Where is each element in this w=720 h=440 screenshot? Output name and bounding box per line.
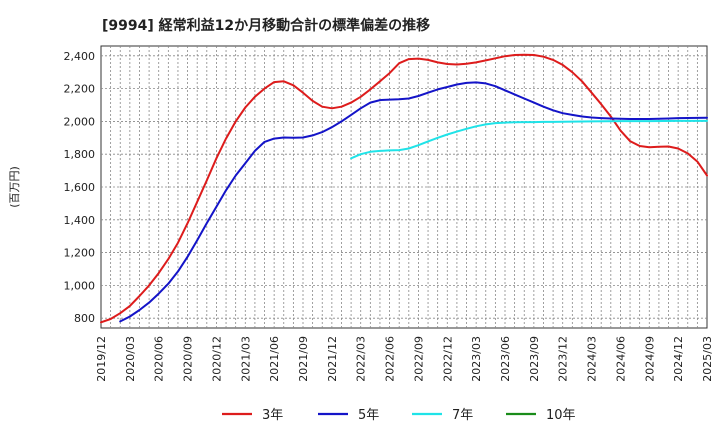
- y-tick-label: 1,800: [64, 148, 96, 161]
- legend: 3年 5年 7年 10年: [222, 408, 576, 423]
- series-line-1: [100, 53, 708, 324]
- legend-label: 7年: [452, 408, 473, 423]
- x-tick-label: 2023/12: [557, 336, 570, 382]
- x-tick-label: 2022/09: [412, 336, 425, 382]
- y-tick-label: 800: [74, 312, 95, 325]
- legend-label: 5年: [358, 408, 379, 423]
- x-tick-label: 2021/12: [326, 336, 339, 382]
- x-tick-label: 2021/09: [297, 336, 310, 382]
- x-tick-label: 2022/03: [355, 336, 368, 382]
- series-line-2: [119, 81, 708, 323]
- x-tick-label: 2019/12: [95, 336, 108, 382]
- y-tick-label: 2,200: [64, 83, 96, 96]
- x-tick-label: 2024/12: [672, 336, 685, 382]
- x-tick-label: 2024/09: [643, 336, 656, 382]
- legend-label: 10年: [546, 408, 576, 423]
- y-tick-label: 1,200: [64, 247, 96, 260]
- x-tick-label: 2021/03: [239, 336, 252, 382]
- y-tick-label: 2,000: [64, 115, 96, 128]
- x-tick-label: 2022/12: [441, 336, 454, 382]
- x-tick-label: 2022/06: [384, 336, 397, 382]
- legend-label: 3年: [262, 408, 283, 423]
- chart-title: [9994] 経常利益12か月移動合計の標準偏差の推移: [102, 17, 430, 34]
- gridlines: [101, 46, 707, 328]
- series-lines: [100, 53, 708, 324]
- x-tick-label: 2024/03: [586, 336, 599, 382]
- y-tick-label: 1,000: [64, 279, 96, 292]
- y-axis-ticks: 800 1,000 1,200 1,400 1,600 1,800 2,000 2,200 2,…: [64, 50, 96, 325]
- x-tick-label: 2020/09: [182, 336, 195, 382]
- x-tick-label: 2020/06: [153, 336, 166, 382]
- x-tick-label: 2024/06: [614, 336, 627, 382]
- x-tick-label: 2025/03: [701, 336, 714, 382]
- y-tick-label: 1,600: [64, 181, 96, 194]
- x-tick-label: 2020/12: [210, 336, 223, 382]
- y-axis-label: (百万円): [8, 166, 21, 208]
- x-tick-label: 2021/06: [268, 336, 281, 382]
- x-axis-ticks: 2019/12 2020/03 2020/06 2020/09 2020/12 2021/…: [95, 336, 714, 382]
- y-tick-label: 1,400: [64, 214, 96, 227]
- x-tick-label: 2023/03: [470, 336, 483, 382]
- plot-area: [100, 45, 708, 329]
- x-tick-label: 2020/03: [124, 336, 137, 382]
- x-tick-label: 2023/06: [499, 336, 512, 382]
- y-tick-label: 2,400: [64, 50, 96, 63]
- x-tick-label: 2023/09: [528, 336, 541, 382]
- series-line-3: [350, 119, 708, 160]
